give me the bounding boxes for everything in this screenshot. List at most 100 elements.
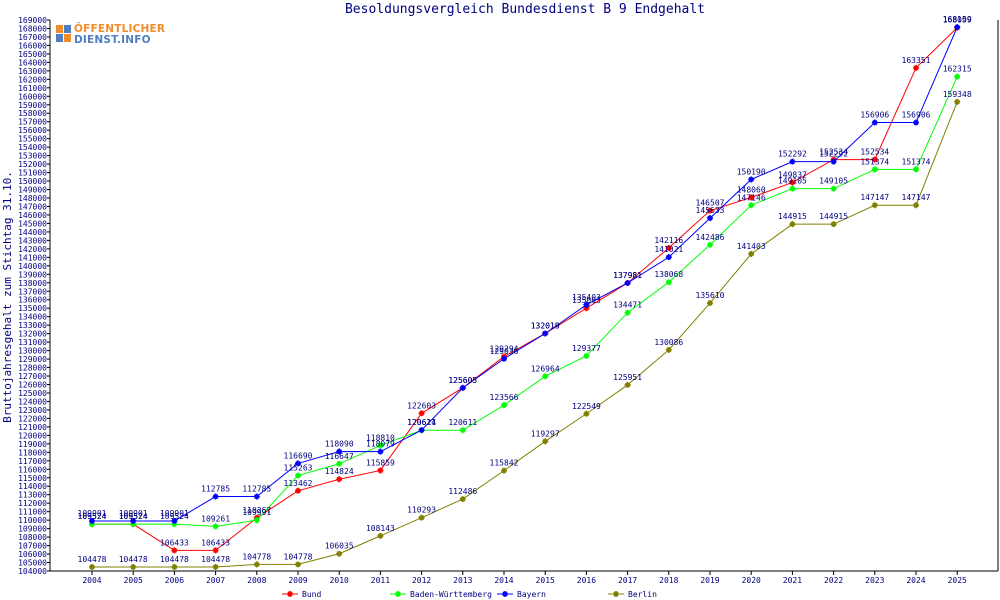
data-point — [789, 185, 796, 192]
data-point — [171, 517, 178, 524]
data-point — [130, 563, 137, 570]
y-tick-label: 146000 — [18, 211, 47, 220]
data-point — [954, 73, 961, 80]
data-label: 144915 — [778, 212, 807, 221]
data-point — [707, 300, 713, 307]
data-label: 109901 — [78, 509, 107, 518]
y-tick-label: 121000 — [18, 423, 47, 432]
data-point — [295, 561, 301, 568]
data-label: 125605 — [448, 376, 477, 385]
y-tick-label: 149000 — [18, 186, 47, 195]
data-point — [871, 166, 878, 173]
data-point — [336, 476, 343, 483]
logo-text-line2: DIENST.INFO — [74, 34, 151, 46]
y-tick-label: 124000 — [18, 397, 47, 406]
chart-title: Besoldungsvergleich Bundesdienst B 9 End… — [345, 2, 705, 17]
data-label: 109901 — [160, 509, 189, 518]
data-label: 144915 — [819, 212, 848, 221]
data-label: 109524 — [160, 512, 189, 521]
data-point — [748, 250, 755, 257]
data-point — [830, 221, 837, 228]
data-label: 106433 — [160, 538, 189, 547]
series-line-baden-w-rttemberg — [92, 76, 958, 527]
data-point — [418, 427, 425, 434]
data-label: 145633 — [696, 206, 725, 215]
data-label: 152534 — [819, 148, 848, 157]
data-label: 129036 — [490, 347, 519, 356]
legend-item: Berlin — [608, 590, 657, 599]
data-point — [253, 493, 260, 500]
data-label: 106035 — [325, 542, 354, 551]
data-point — [459, 427, 466, 434]
data-label: 113462 — [284, 479, 313, 488]
data-point — [748, 194, 755, 201]
data-point — [89, 517, 95, 524]
label-layer: 109524 109524 106433 106433 110267 113462 1148… — [78, 15, 972, 564]
y-tick-label: 130000 — [18, 347, 47, 356]
data-label: 116647 — [325, 452, 354, 461]
data-point — [377, 448, 384, 455]
data-label: 106433 — [201, 538, 230, 547]
data-label: 109261 — [201, 514, 230, 523]
data-point — [542, 330, 549, 337]
x-tick-label: 2013 — [453, 576, 472, 585]
data-label: 162315 — [943, 65, 972, 74]
data-point — [789, 179, 796, 186]
y-tick-label: 143000 — [18, 236, 47, 245]
x-tick-label: 2024 — [906, 576, 925, 585]
data-label: 152292 — [819, 150, 848, 159]
y-tick-label: 139000 — [18, 270, 47, 279]
data-point — [913, 119, 919, 126]
x-tick-label: 2012 — [412, 576, 431, 585]
data-label: 142486 — [696, 233, 725, 242]
x-tick-label: 2021 — [783, 576, 802, 585]
y-tick-label: 110000 — [18, 516, 47, 525]
data-point — [377, 532, 384, 539]
data-point — [295, 487, 301, 494]
data-point — [336, 448, 343, 455]
data-label: 112486 — [448, 487, 477, 496]
y-tick-label: 107000 — [18, 542, 47, 551]
data-label: 141021 — [654, 245, 683, 254]
y-tick-label: 154000 — [18, 143, 47, 152]
data-label: 104478 — [201, 555, 230, 564]
legend-label: Berlin — [628, 590, 657, 599]
data-point — [913, 64, 919, 71]
data-label: 120624 — [407, 418, 436, 427]
data-point — [501, 402, 507, 409]
y-tick-label: 160000 — [18, 92, 47, 101]
y-tick-label: 165000 — [18, 50, 47, 59]
y-tick-label: 161000 — [18, 84, 47, 93]
y-tick-label: 132000 — [18, 330, 47, 339]
data-label: 120611 — [448, 418, 477, 427]
x-tick-label: 2017 — [618, 576, 637, 585]
data-label: 104778 — [284, 552, 313, 561]
data-point — [624, 381, 631, 388]
y-tick-label: 150000 — [18, 177, 47, 186]
data-point — [212, 547, 219, 554]
data-label: 110267 — [242, 506, 271, 515]
data-label: 118079 — [366, 440, 395, 449]
legend-item: Bund — [282, 590, 321, 599]
y-tick-label: 116000 — [18, 465, 47, 474]
data-label: 129377 — [572, 344, 601, 353]
data-label: 129294 — [490, 345, 519, 354]
series-line-bayern — [92, 26, 958, 522]
y-tick-label: 147000 — [18, 202, 47, 211]
data-label: 148060 — [737, 186, 766, 195]
y-tick-label: 128000 — [18, 364, 47, 373]
data-label: 109524 — [119, 512, 148, 521]
y-tick-label: 105000 — [18, 559, 47, 568]
x-tick-label: 2005 — [124, 576, 143, 585]
y-tick-label: 159000 — [18, 101, 47, 110]
data-label: 134471 — [613, 301, 642, 310]
y-tick-label: 114000 — [18, 482, 47, 491]
x-tick-label: 2023 — [865, 576, 884, 585]
data-point — [913, 202, 919, 209]
data-point — [295, 472, 301, 479]
plot-frame — [49, 20, 999, 572]
data-label: 137981 — [613, 271, 642, 280]
y-axis: 1040001050001060001070001080001090001100… — [18, 16, 50, 576]
y-tick-label: 136000 — [18, 296, 47, 305]
data-label: 112785 — [242, 485, 271, 494]
